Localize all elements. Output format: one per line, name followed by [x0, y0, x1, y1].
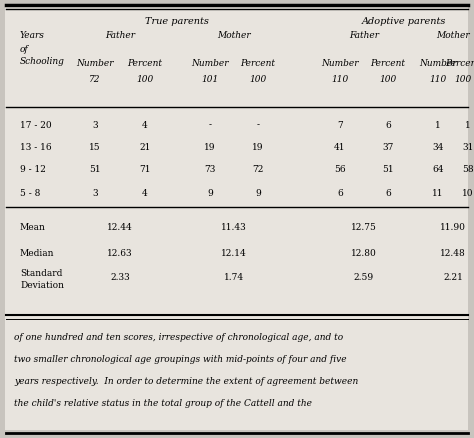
Bar [5, 318, 468, 430]
Text: 41: 41 [334, 144, 346, 152]
Bar [5, 5, 468, 320]
Text: 71: 71 [139, 166, 151, 174]
Text: 37: 37 [383, 144, 394, 152]
Text: Median: Median [20, 248, 55, 258]
Text: 110: 110 [429, 74, 447, 84]
Text: 11.90: 11.90 [440, 223, 466, 233]
Text: Adoptive parents: Adoptive parents [362, 18, 446, 27]
Text: Mother: Mother [436, 32, 470, 40]
Text: Number: Number [76, 60, 114, 68]
Text: 9: 9 [207, 188, 213, 198]
Text: 4: 4 [142, 120, 148, 130]
Text: 31: 31 [462, 144, 474, 152]
Text: Father: Father [105, 32, 135, 40]
Text: 19: 19 [252, 144, 264, 152]
Text: 110: 110 [331, 74, 348, 84]
Text: 12.75: 12.75 [351, 223, 377, 233]
Text: 9 - 12: 9 - 12 [20, 166, 46, 174]
Text: the child's relative status in the total group of the Cattell and the: the child's relative status in the total… [14, 399, 312, 409]
Text: 1: 1 [465, 120, 471, 130]
Text: 3: 3 [92, 120, 98, 130]
Text: Years: Years [20, 32, 45, 40]
Text: Standard: Standard [20, 268, 63, 278]
Text: 10: 10 [462, 188, 474, 198]
Text: 11.43: 11.43 [221, 223, 247, 233]
Text: 11: 11 [432, 188, 444, 198]
Text: Father: Father [349, 32, 379, 40]
Text: Number: Number [419, 60, 457, 68]
Text: 73: 73 [204, 166, 216, 174]
Text: 64: 64 [432, 166, 444, 174]
Text: 2.59: 2.59 [354, 273, 374, 283]
Text: 2.21: 2.21 [443, 273, 463, 283]
Text: Mother: Mother [217, 32, 251, 40]
Text: 51: 51 [382, 166, 394, 174]
Text: of one hundred and ten scores, irrespective of chronological age, and to: of one hundred and ten scores, irrespect… [14, 333, 343, 343]
Text: 101: 101 [201, 74, 219, 84]
Text: 34: 34 [432, 144, 444, 152]
Text: 19: 19 [204, 144, 216, 152]
Text: 12.80: 12.80 [351, 248, 377, 258]
Text: Percent: Percent [446, 60, 474, 68]
Text: 21: 21 [139, 144, 151, 152]
Text: Mean: Mean [20, 223, 46, 233]
Text: 56: 56 [334, 166, 346, 174]
Text: 100: 100 [455, 74, 472, 84]
Text: Number: Number [321, 60, 359, 68]
Text: 100: 100 [379, 74, 397, 84]
Text: 12.48: 12.48 [440, 248, 466, 258]
Text: Percent: Percent [240, 60, 275, 68]
Text: 1: 1 [435, 120, 441, 130]
Text: 3: 3 [92, 188, 98, 198]
Text: 6: 6 [385, 120, 391, 130]
Text: of: of [20, 46, 29, 54]
Text: years respectively.  In order to determine the extent of agreement between: years respectively. In order to determin… [14, 378, 358, 386]
Text: 51: 51 [89, 166, 101, 174]
Text: 58: 58 [462, 166, 474, 174]
Text: 1.74: 1.74 [224, 273, 244, 283]
Text: Percent: Percent [371, 60, 405, 68]
Text: 4: 4 [142, 188, 148, 198]
Text: 13 - 16: 13 - 16 [20, 144, 52, 152]
Text: -: - [256, 120, 259, 130]
Text: Deviation: Deviation [20, 282, 64, 290]
Text: 12.14: 12.14 [221, 248, 247, 258]
Text: 6: 6 [385, 188, 391, 198]
Text: 72: 72 [89, 74, 101, 84]
Text: 6: 6 [337, 188, 343, 198]
Text: two smaller chronological age groupings with mid-points of four and five: two smaller chronological age groupings … [14, 356, 346, 364]
Text: 2.33: 2.33 [110, 273, 130, 283]
Text: True parents: True parents [145, 18, 209, 27]
Text: 17 - 20: 17 - 20 [20, 120, 52, 130]
Text: 12.44: 12.44 [107, 223, 133, 233]
Text: -: - [209, 120, 211, 130]
Text: 5 - 8: 5 - 8 [20, 188, 40, 198]
Text: 7: 7 [337, 120, 343, 130]
Text: 72: 72 [252, 166, 264, 174]
Text: Percent: Percent [128, 60, 163, 68]
Text: Number: Number [191, 60, 229, 68]
Text: 15: 15 [89, 144, 101, 152]
Text: 100: 100 [249, 74, 266, 84]
Text: 100: 100 [137, 74, 154, 84]
Text: 12.63: 12.63 [107, 248, 133, 258]
Text: Schooling: Schooling [20, 57, 65, 67]
Text: 9: 9 [255, 188, 261, 198]
